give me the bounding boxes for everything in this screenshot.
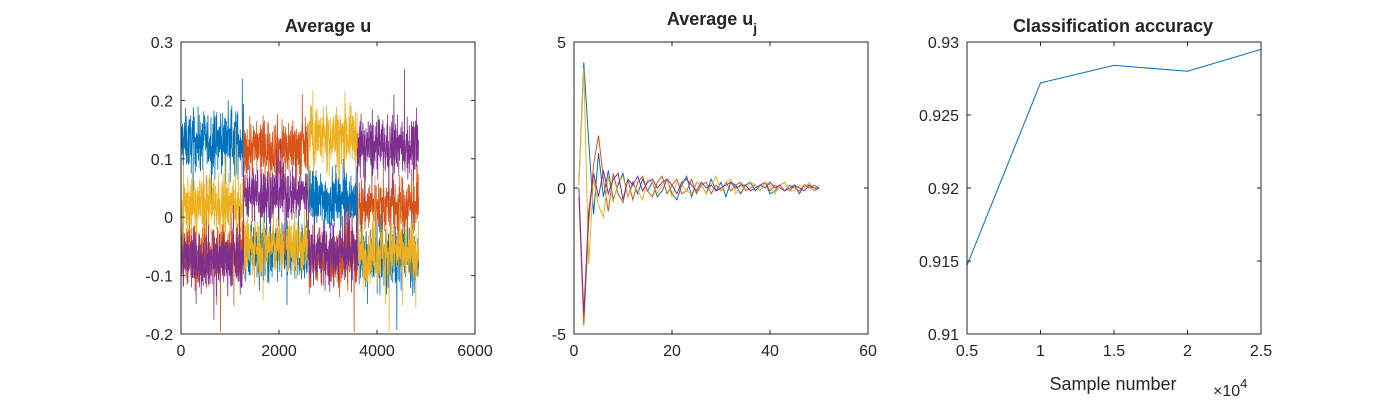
x-axis-exponent-power: 4 (1240, 376, 1247, 391)
y-tick-label: -5 (552, 327, 566, 344)
chart-title: Average u (285, 16, 371, 36)
y-tick-label: 0.91 (928, 327, 959, 344)
x-tick-label: 2 (1183, 343, 1192, 360)
chart-average-uj: Average uj 0 20 40 60-505 (552, 9, 877, 360)
y-tick-label: 5 (557, 35, 566, 52)
x-tick-label: 0 (177, 343, 186, 360)
x-tick-label: 40 (761, 343, 779, 360)
plot-area: 0.5 1 1.5 2 2.5 0.91 0.915 0.92 0.925 0.93 (919, 35, 1272, 360)
x-tick-label: 1 (1036, 343, 1045, 360)
plot-area: 0 2000 4000 6000 -0.2 -0.1 0 0.1 0.2 0.3 (145, 35, 492, 360)
chart-title-subscript: j (752, 20, 757, 36)
y-tick-label: 0.925 (919, 108, 959, 125)
series-group (579, 62, 819, 325)
x-tick-label: 0.5 (956, 343, 978, 360)
y-tick-label: 0.1 (151, 152, 173, 169)
axes-box (967, 42, 1261, 334)
y-tick-label: 0 (164, 210, 173, 227)
series-line-2 (579, 135, 819, 325)
chart-title: Classification accuracy (1013, 16, 1213, 36)
series-line-3 (579, 68, 819, 264)
y-tick-label: 0 (557, 181, 566, 198)
chart-title: Average uj (667, 9, 757, 36)
x-tick-label: 4000 (359, 343, 395, 360)
plot-area: 0 20 40 60-505 (552, 35, 877, 360)
y-tick-label: 0.92 (928, 181, 959, 198)
chart-title-main: Average u (667, 9, 753, 29)
series-line-1 (967, 49, 1261, 265)
x-axis-exponent-base: ×10 (1213, 383, 1240, 400)
y-tick-label: 0.93 (928, 35, 959, 52)
x-tick-label: 60 (859, 343, 877, 360)
x-tick-label: 6000 (457, 343, 493, 360)
series-line-1 (579, 62, 819, 214)
series-group (967, 49, 1261, 265)
y-tick-label: 0.915 (919, 254, 959, 271)
y-tick-label: -0.2 (145, 327, 173, 344)
series-group (181, 69, 419, 332)
x-axis-exponent: ×104 (1213, 376, 1247, 400)
y-tick-label: 0.3 (151, 35, 173, 52)
series-line-4 (579, 171, 819, 314)
x-tick-label: 2000 (261, 343, 297, 360)
x-tick-label: 2.5 (1250, 343, 1272, 360)
x-tick-label: 20 (663, 343, 681, 360)
x-tick-label: 1.5 (1103, 343, 1125, 360)
x-tick-label: 0 (570, 343, 579, 360)
y-tick-label: 0.2 (151, 93, 173, 110)
chart-average-u: Average u 0 2000 4000 6000 -0.2 -0.1 0 0.1 0.2 0.… (145, 16, 492, 360)
chart-classification-accuracy: Classification accuracy 0.5 1 1.5 2 2.50.910… (919, 16, 1272, 400)
y-tick-label: -0.1 (145, 269, 173, 286)
x-axis-label: Sample number (1049, 374, 1176, 394)
